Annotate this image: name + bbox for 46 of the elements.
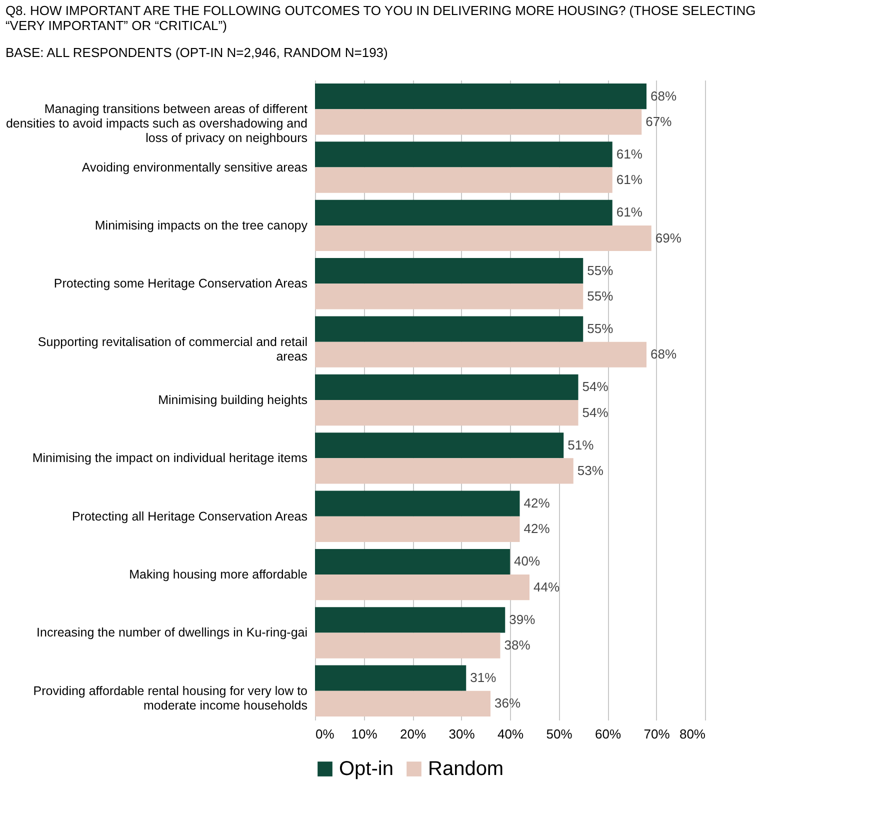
x-tick-label: 50% — [546, 726, 573, 742]
data-label: 31% — [470, 670, 497, 686]
data-label: 40% — [514, 554, 540, 569]
data-label: 61% — [616, 146, 643, 162]
y-tick-label: Minimising building heights — [158, 393, 308, 407]
y-tick-label: Making housing more affordable — [129, 568, 308, 582]
x-tick-label: 10% — [351, 726, 378, 742]
y-tick-label: Minimising impacts on the tree canopy — [94, 218, 308, 232]
legend-label: Random — [428, 758, 504, 780]
data-label: 61% — [616, 172, 643, 188]
data-label: 55% — [587, 321, 614, 336]
x-tick-label: 30% — [448, 726, 476, 742]
y-tick-label: Protecting all Heritage Conservation Areas — [72, 509, 308, 524]
y-tick-label: Minimising the impact on individual heritage items — [32, 451, 308, 466]
data-label: 69% — [655, 230, 682, 246]
data-label: 42% — [524, 496, 550, 511]
y-tick-label: Supporting revitalisation of commercial and retail areas — [38, 334, 308, 364]
x-tick-label: 20% — [400, 726, 426, 742]
x-tick-label: 0% — [316, 726, 335, 742]
data-label: 39% — [509, 612, 536, 627]
legend-label: Opt-in — [339, 758, 394, 780]
x-tick-label: 70% — [644, 726, 670, 742]
y-tick-label: Increasing the number of dwellings in Ku-ring-gai — [36, 626, 308, 640]
data-label: 54% — [582, 404, 609, 420]
data-label: 68% — [650, 346, 677, 362]
data-label: 55% — [587, 288, 614, 304]
data-label: 36% — [494, 696, 521, 711]
y-tick-label: Avoiding environmentally sensitive areas — [82, 160, 308, 174]
x-tick-label: 40% — [497, 726, 524, 742]
data-label: 38% — [504, 638, 531, 653]
data-label: 42% — [524, 521, 550, 536]
data-label: 67% — [646, 114, 672, 129]
y-tick-label: Protecting some Heritage Conservation Areas — [54, 276, 308, 291]
data-label: 61% — [616, 204, 643, 220]
data-label: 51% — [568, 437, 594, 452]
y-tick-label: Providing affordable rental housing for very low to moderate income households — [33, 684, 308, 712]
chart-title: Q8. HOW IMPORTANT ARE THE FOLLOWING OUTCOMES TO YOU IN DELIVERING MORE HOUSING? (THOSE SELECTING “VERY IMPORTANT” OR “CRITICAL”) — [5, 3, 756, 33]
data-label: 53% — [577, 462, 604, 478]
y-tick-label: Managing transitions between areas of different densities to avoid impacts such as overshadowing and loss of privacy on neighbours — [6, 102, 308, 146]
data-label: 68% — [650, 88, 677, 104]
data-label: 44% — [534, 579, 560, 594]
text: BASE: ALL RESPONDENTS (OPT-IN N=2,946, RANDOM N=193) — [5, 45, 388, 60]
data-label: 54% — [582, 379, 609, 394]
data-label: 55% — [587, 262, 614, 278]
x-tick-label: 60% — [594, 726, 622, 742]
x-tick-label: 80% — [679, 726, 706, 742]
